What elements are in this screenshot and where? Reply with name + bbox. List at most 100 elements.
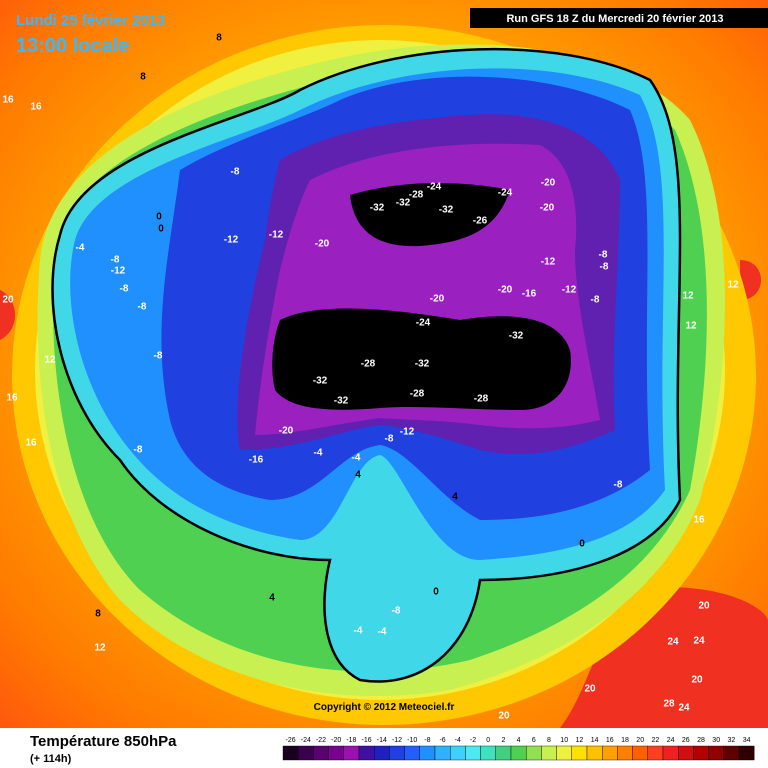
colorbar-swatch	[662, 745, 679, 761]
contour-label: 24	[667, 637, 679, 648]
colorbar-label: -18	[346, 737, 356, 744]
contour-label: 8	[95, 609, 101, 620]
colorbar-label: -2	[470, 737, 476, 744]
colorbar-label: 22	[652, 737, 660, 744]
contour-label: 16	[693, 515, 705, 526]
colorbar-label: -16	[362, 737, 372, 744]
colorbar-swatch	[495, 745, 512, 761]
contour-label: -4	[76, 243, 85, 254]
contour-label: -32	[370, 203, 385, 214]
contour-label: -8	[599, 250, 608, 261]
colorbar-swatch	[328, 745, 345, 761]
colorbar-label: 6	[532, 737, 536, 744]
contour-label: -20	[540, 203, 555, 214]
contour-label: -12	[224, 235, 239, 246]
colorbar-label: 12	[576, 737, 584, 744]
colorbar-swatch	[313, 745, 329, 761]
colorbar-label: 34	[743, 737, 751, 744]
colorbar-label: 30	[712, 737, 720, 744]
colorbar-swatch	[282, 745, 299, 761]
contour-label: -8	[154, 351, 163, 362]
colorbar-label: 16	[606, 737, 614, 744]
colorbar-swatch	[465, 745, 481, 761]
contour-label: 20	[498, 711, 510, 722]
colorbar-swatch	[374, 745, 390, 761]
contour-label: -28	[410, 389, 425, 400]
isotherm-core	[272, 308, 571, 410]
colorbar-label: 28	[697, 737, 705, 744]
contour-label: -24	[498, 188, 513, 199]
contour-label: 0	[156, 212, 162, 223]
colorbar-label: 32	[728, 737, 736, 744]
contour-label: 8	[140, 72, 146, 83]
contour-label: -4	[314, 448, 323, 459]
copyright: Copyright © 2012 Meteociel.fr	[314, 702, 455, 713]
isotherm-core	[350, 183, 510, 247]
colorbar-label: -26	[286, 737, 296, 744]
contour-label: -32	[439, 205, 454, 216]
contour-label: -12	[400, 427, 415, 438]
colorbar-label: -12	[392, 737, 402, 744]
colorbar-label: -22	[316, 737, 326, 744]
colorbar-label: 8	[547, 737, 551, 744]
contour-label: -20	[315, 239, 330, 250]
contour-label: -24	[416, 318, 431, 329]
contour-label: -8	[231, 167, 240, 178]
colorbar-label: 10	[560, 737, 568, 744]
zero-isotherm	[51, 47, 682, 683]
colorbar-label: -6	[439, 737, 445, 744]
run-info: Run GFS 18 Z du Mercredi 20 février 2013	[506, 13, 723, 25]
contour-label: -12	[541, 257, 556, 268]
colorbar-swatch	[586, 745, 603, 761]
contour-label: -16	[249, 455, 264, 466]
contour-label: 24	[678, 703, 690, 714]
colorbar-swatch	[571, 745, 588, 761]
contour-label: -8	[138, 302, 147, 313]
contour-label: -4	[352, 453, 361, 464]
contour-label: -32	[334, 396, 349, 407]
contour-label: 12	[94, 643, 106, 654]
colorbar-label: 18	[621, 737, 629, 744]
contour-label: -8	[120, 284, 129, 295]
colorbar-swatch	[617, 745, 633, 761]
colorbar-swatch	[510, 745, 527, 761]
contour-label: -28	[409, 190, 424, 201]
contour-label: -8	[591, 295, 600, 306]
colorbar-label: -24	[301, 737, 311, 744]
colorbar-swatch	[404, 745, 421, 761]
colorbar-label: 2	[501, 737, 505, 744]
contour-label: 0	[579, 539, 585, 550]
contour-label: 28	[663, 699, 675, 710]
contour-label: -32	[313, 376, 328, 387]
contour-label: -20	[279, 426, 294, 437]
contour-label: -26	[473, 216, 488, 227]
colorbar-swatch	[343, 745, 360, 761]
contour-label: -12	[269, 230, 284, 241]
colorbar-label: 24	[667, 737, 675, 744]
colorbar-label: -8	[424, 737, 430, 744]
colorbar-swatch	[298, 745, 314, 761]
contour-label: 16	[6, 393, 18, 404]
forecast-date: Lundi 25 février 2013	[16, 12, 165, 29]
colorbar-label: 14	[591, 737, 599, 744]
contour-label: -8	[392, 606, 401, 617]
colorbar-swatch	[632, 745, 648, 761]
colorbar-swatch	[419, 745, 436, 761]
colorbar-swatch	[556, 745, 572, 761]
colorbar-swatch	[450, 745, 466, 761]
contour-label: -20	[541, 178, 556, 189]
colorbar-label: 26	[682, 737, 690, 744]
contour-label: 20	[691, 675, 703, 686]
colorbar-label: -20	[331, 737, 341, 744]
contour-label: 20	[698, 601, 710, 612]
contour-label: -8	[111, 255, 120, 266]
colorbar-label: -14	[377, 737, 387, 744]
colorbar-swatch	[389, 745, 405, 761]
warm-area	[740, 260, 761, 300]
contour-label: -24	[427, 182, 442, 193]
colorbar-swatch	[541, 745, 557, 761]
contour-label: 16	[25, 438, 37, 449]
contour-label: 4	[269, 593, 275, 604]
contour-label: -8	[134, 445, 143, 456]
